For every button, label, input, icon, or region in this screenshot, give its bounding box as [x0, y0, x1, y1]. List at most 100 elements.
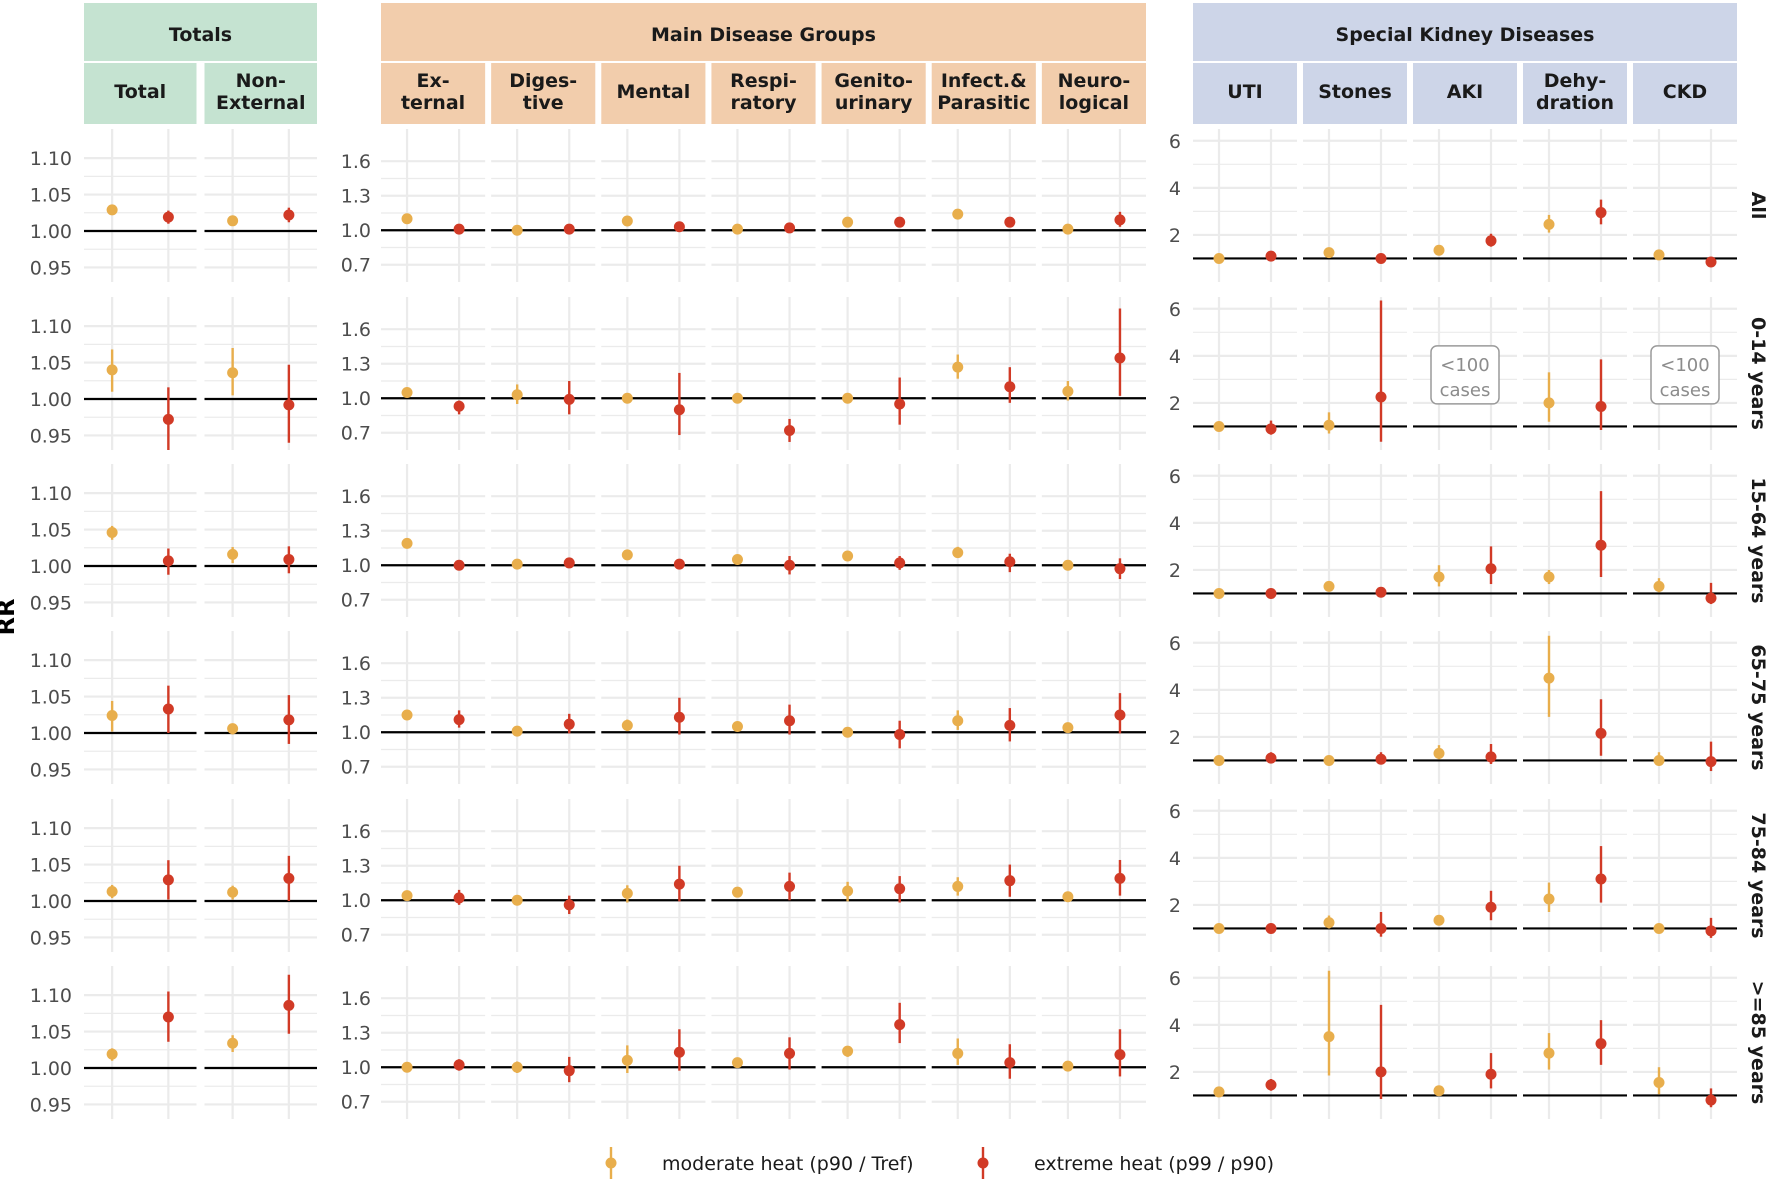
y-tick-label: 1.05 [30, 520, 72, 542]
moderate-point [1213, 754, 1225, 766]
column-label-line2: CKD [1663, 81, 1707, 103]
y-tick-label: 1.00 [30, 556, 72, 578]
moderate-point [1062, 891, 1074, 903]
y-tick-label: 0.95 [30, 927, 72, 949]
extreme-point [1265, 250, 1277, 262]
y-tick-label: 1.3 [341, 856, 371, 878]
extreme-point [784, 222, 796, 234]
extreme-point [1595, 1038, 1607, 1050]
column-label-line2: Parasitic [937, 92, 1030, 114]
extreme-point [453, 559, 465, 571]
y-tick-label: 1.00 [30, 1058, 72, 1080]
column-label-line2: ratory [730, 92, 797, 114]
y-tick-label: 6 [1169, 466, 1181, 488]
column-label-line1: Respi- [730, 70, 797, 92]
moderate-point [1062, 559, 1074, 571]
moderate-point [621, 215, 633, 227]
y-tick-label: 2 [1169, 1062, 1181, 1084]
extreme-point [283, 399, 295, 411]
moderate-point [1062, 223, 1074, 235]
moderate-point [1543, 1047, 1555, 1059]
extreme-point [1265, 922, 1277, 934]
extreme-point [563, 899, 575, 911]
moderate-point [842, 1045, 854, 1057]
extreme-point [1485, 751, 1497, 763]
y-tick-label: 6 [1169, 633, 1181, 655]
extreme-point [1485, 1068, 1497, 1080]
extreme-point [1485, 901, 1497, 913]
extreme-point [162, 211, 174, 223]
extreme-point [1114, 872, 1126, 884]
moderate-point [1543, 218, 1555, 230]
group-strip-1 [381, 3, 1146, 61]
y-tick-label: 2 [1169, 225, 1181, 247]
extreme-point [673, 878, 685, 890]
y-tick-label: 1.0 [341, 388, 371, 410]
column-strip [491, 63, 596, 124]
moderate-point [511, 894, 523, 906]
y-tick-label: 2 [1169, 560, 1181, 582]
column-strip [1523, 63, 1627, 124]
extreme-point [784, 715, 796, 727]
extreme-point [1114, 709, 1126, 721]
moderate-point [1213, 1086, 1225, 1098]
column-label-line1: Dehy- [1544, 70, 1606, 92]
y-tick-label: 1.6 [341, 821, 371, 843]
extreme-point [894, 729, 906, 741]
extreme-point [162, 1011, 174, 1023]
extreme-point [1595, 873, 1607, 885]
moderate-point [952, 715, 964, 727]
moderate-point [1433, 914, 1445, 926]
moderate-point [227, 886, 239, 898]
column-strip [84, 63, 197, 124]
group-title-2: Special Kidney Diseases [1336, 24, 1595, 46]
y-tick-label: 4 [1169, 1015, 1181, 1037]
moderate-point [1323, 419, 1335, 431]
extreme-point [1375, 1066, 1387, 1078]
row-label: 75-84 years [1747, 812, 1769, 938]
extreme-point [1595, 539, 1607, 551]
row-label: 15-64 years [1747, 477, 1769, 603]
column-strip [1633, 63, 1737, 124]
extreme-point [563, 223, 575, 235]
y-tick-label: 1.3 [341, 354, 371, 376]
y-tick-label: 1.10 [30, 483, 72, 505]
moderate-point [1653, 1077, 1665, 1089]
extreme-point [283, 553, 295, 565]
moderate-point [1543, 571, 1555, 583]
moderate-point [1543, 893, 1555, 905]
y-tick-label: 6 [1169, 801, 1181, 823]
y-tick-label: 1.10 [30, 316, 72, 338]
extreme-point [1705, 756, 1717, 768]
column-strip [711, 63, 816, 124]
extreme-point [1114, 1049, 1126, 1061]
y-tick-label: 1.05 [30, 855, 72, 877]
column-strip [821, 63, 926, 124]
moderate-point [1323, 1031, 1335, 1043]
extreme-point [453, 400, 465, 412]
column-label-line1: Neuro- [1058, 70, 1131, 92]
moderate-point [621, 887, 633, 899]
column-label-line2: AKI [1447, 81, 1484, 103]
extreme-point [894, 216, 906, 228]
y-tick-label: 0.7 [341, 255, 371, 277]
y-tick-label: 1.05 [30, 185, 72, 207]
legend-moderate-label: moderate heat (p90 / Tref) [662, 1153, 914, 1175]
moderate-point [511, 389, 523, 401]
moderate-point [842, 392, 854, 404]
legend-extreme-point [977, 1157, 989, 1169]
moderate-point [1653, 754, 1665, 766]
column-strip [1041, 63, 1146, 124]
y-tick-label: 4 [1169, 848, 1181, 870]
extreme-point [894, 883, 906, 895]
column-label-line1: Infect.& [941, 70, 1027, 92]
moderate-point [227, 548, 239, 560]
no-data-box [1650, 345, 1720, 405]
row-label: 65-75 years [1747, 644, 1769, 770]
moderate-point [1433, 747, 1445, 759]
y-tick-label: 1.10 [30, 148, 72, 170]
extreme-point [1595, 727, 1607, 739]
extreme-point [673, 1046, 685, 1058]
extreme-point [1705, 592, 1717, 604]
